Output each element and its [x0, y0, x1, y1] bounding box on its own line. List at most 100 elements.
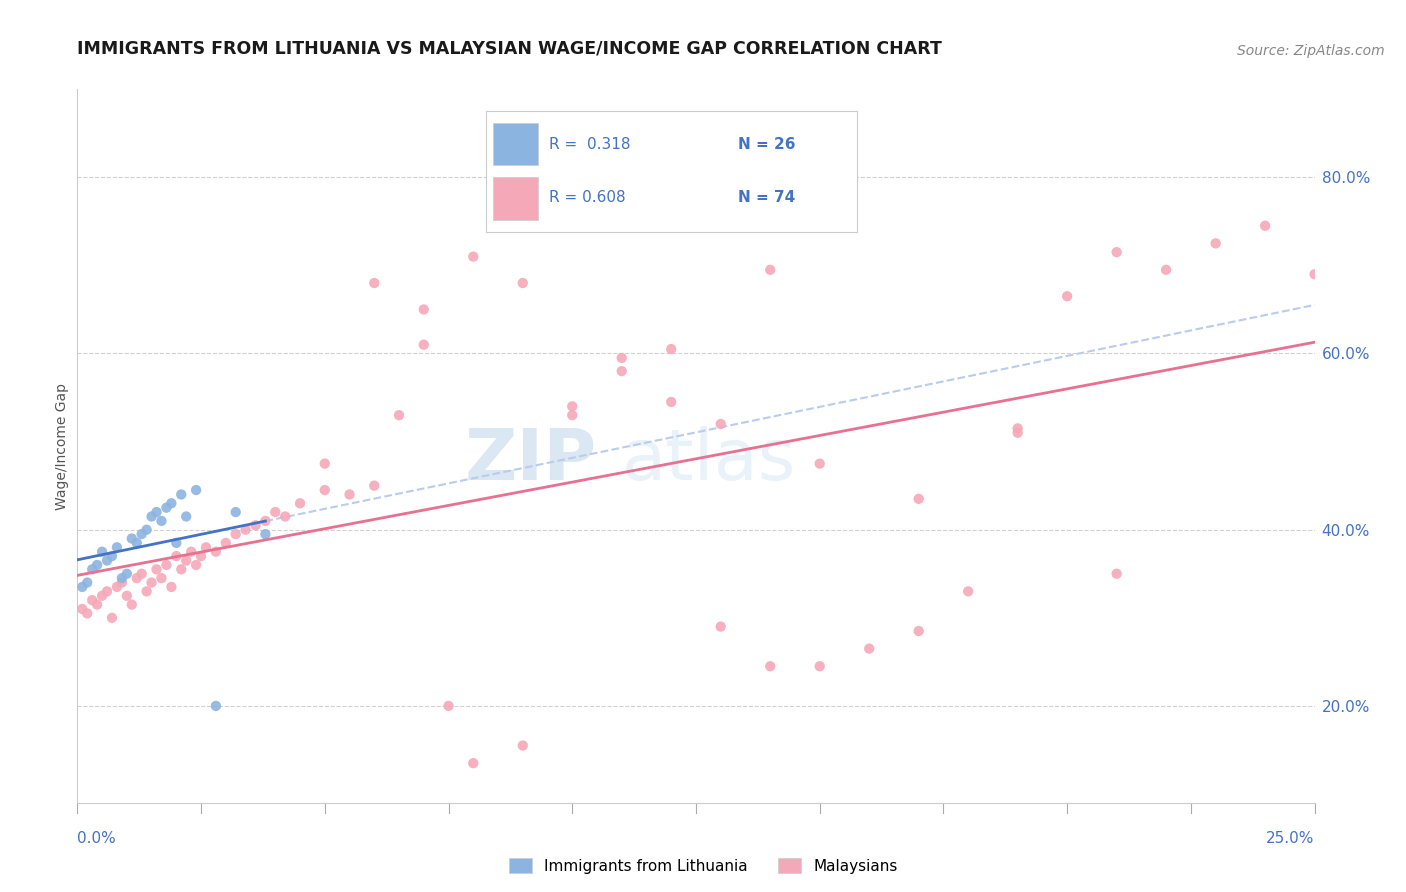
- Point: [135, 584, 157, 599]
- Point: [1007, 421, 1029, 435]
- Point: [141, 509, 163, 524]
- Point: [115, 566, 138, 581]
- Point: [288, 496, 311, 510]
- Point: [131, 566, 153, 581]
- Point: [225, 527, 247, 541]
- Point: [264, 505, 287, 519]
- Point: [339, 487, 361, 501]
- Point: [111, 571, 134, 585]
- Point: [121, 532, 143, 546]
- Point: [165, 536, 187, 550]
- Point: [105, 541, 128, 555]
- Point: [561, 400, 583, 414]
- Point: [121, 598, 143, 612]
- Point: [82, 593, 104, 607]
- Point: [1154, 262, 1177, 277]
- Point: [1056, 289, 1078, 303]
- Point: [907, 491, 929, 506]
- Point: [254, 527, 277, 541]
- Point: [160, 580, 183, 594]
- Point: [759, 659, 782, 673]
- Y-axis label: Wage/Income Gap: Wage/Income Gap: [55, 383, 69, 509]
- Point: [314, 483, 336, 497]
- Point: [184, 558, 207, 572]
- Point: [363, 276, 385, 290]
- Point: [155, 500, 177, 515]
- Point: [195, 541, 218, 555]
- Point: [105, 580, 128, 594]
- Point: [135, 523, 157, 537]
- Legend: Immigrants from Lithuania, Malaysians: Immigrants from Lithuania, Malaysians: [502, 852, 904, 880]
- Point: [115, 589, 138, 603]
- Point: [160, 496, 183, 510]
- Point: [1007, 425, 1029, 440]
- Point: [145, 505, 167, 519]
- Point: [184, 483, 207, 497]
- Point: [412, 337, 434, 351]
- Point: [858, 641, 880, 656]
- Point: [86, 558, 108, 572]
- Point: [91, 545, 114, 559]
- Point: [610, 364, 633, 378]
- Point: [86, 598, 108, 612]
- Point: [190, 549, 212, 563]
- Point: [76, 575, 98, 590]
- Point: [808, 457, 831, 471]
- Point: [96, 553, 118, 567]
- Point: [155, 558, 177, 572]
- Point: [710, 417, 733, 431]
- Point: [180, 545, 202, 559]
- Point: [388, 408, 411, 422]
- Point: [412, 302, 434, 317]
- Point: [710, 619, 733, 633]
- Point: [174, 553, 197, 567]
- Point: [274, 509, 297, 524]
- Point: [131, 527, 153, 541]
- Text: Source: ZipAtlas.com: Source: ZipAtlas.com: [1237, 44, 1385, 58]
- Point: [165, 549, 187, 563]
- Point: [463, 250, 485, 264]
- Point: [215, 536, 238, 550]
- Point: [111, 575, 134, 590]
- Point: [150, 514, 173, 528]
- Point: [254, 514, 277, 528]
- Point: [101, 549, 124, 563]
- Point: [225, 505, 247, 519]
- Point: [96, 584, 118, 599]
- Point: [150, 571, 173, 585]
- Point: [141, 575, 163, 590]
- Point: [1105, 245, 1128, 260]
- Point: [561, 408, 583, 422]
- Text: 0.0%: 0.0%: [77, 831, 117, 846]
- Point: [245, 518, 267, 533]
- Point: [76, 607, 98, 621]
- Text: ZIP: ZIP: [465, 425, 598, 495]
- Point: [512, 739, 534, 753]
- Point: [82, 562, 104, 576]
- Point: [1205, 236, 1227, 251]
- Point: [1254, 219, 1277, 233]
- Point: [205, 698, 228, 713]
- Point: [235, 523, 257, 537]
- Point: [659, 395, 682, 409]
- Point: [659, 342, 682, 356]
- Point: [72, 580, 94, 594]
- Point: [314, 457, 336, 471]
- Point: [437, 698, 460, 713]
- Point: [363, 478, 385, 492]
- Point: [759, 262, 782, 277]
- Point: [91, 589, 114, 603]
- Point: [808, 659, 831, 673]
- Text: IMMIGRANTS FROM LITHUANIA VS MALAYSIAN WAGE/INCOME GAP CORRELATION CHART: IMMIGRANTS FROM LITHUANIA VS MALAYSIAN W…: [77, 40, 942, 58]
- Point: [205, 545, 228, 559]
- Point: [170, 562, 193, 576]
- Point: [125, 571, 148, 585]
- Text: 25.0%: 25.0%: [1267, 831, 1315, 846]
- Point: [907, 624, 929, 638]
- Point: [1105, 566, 1128, 581]
- Point: [174, 509, 197, 524]
- Text: atlas: atlas: [621, 425, 796, 495]
- Point: [610, 351, 633, 365]
- Point: [101, 611, 124, 625]
- Point: [125, 536, 148, 550]
